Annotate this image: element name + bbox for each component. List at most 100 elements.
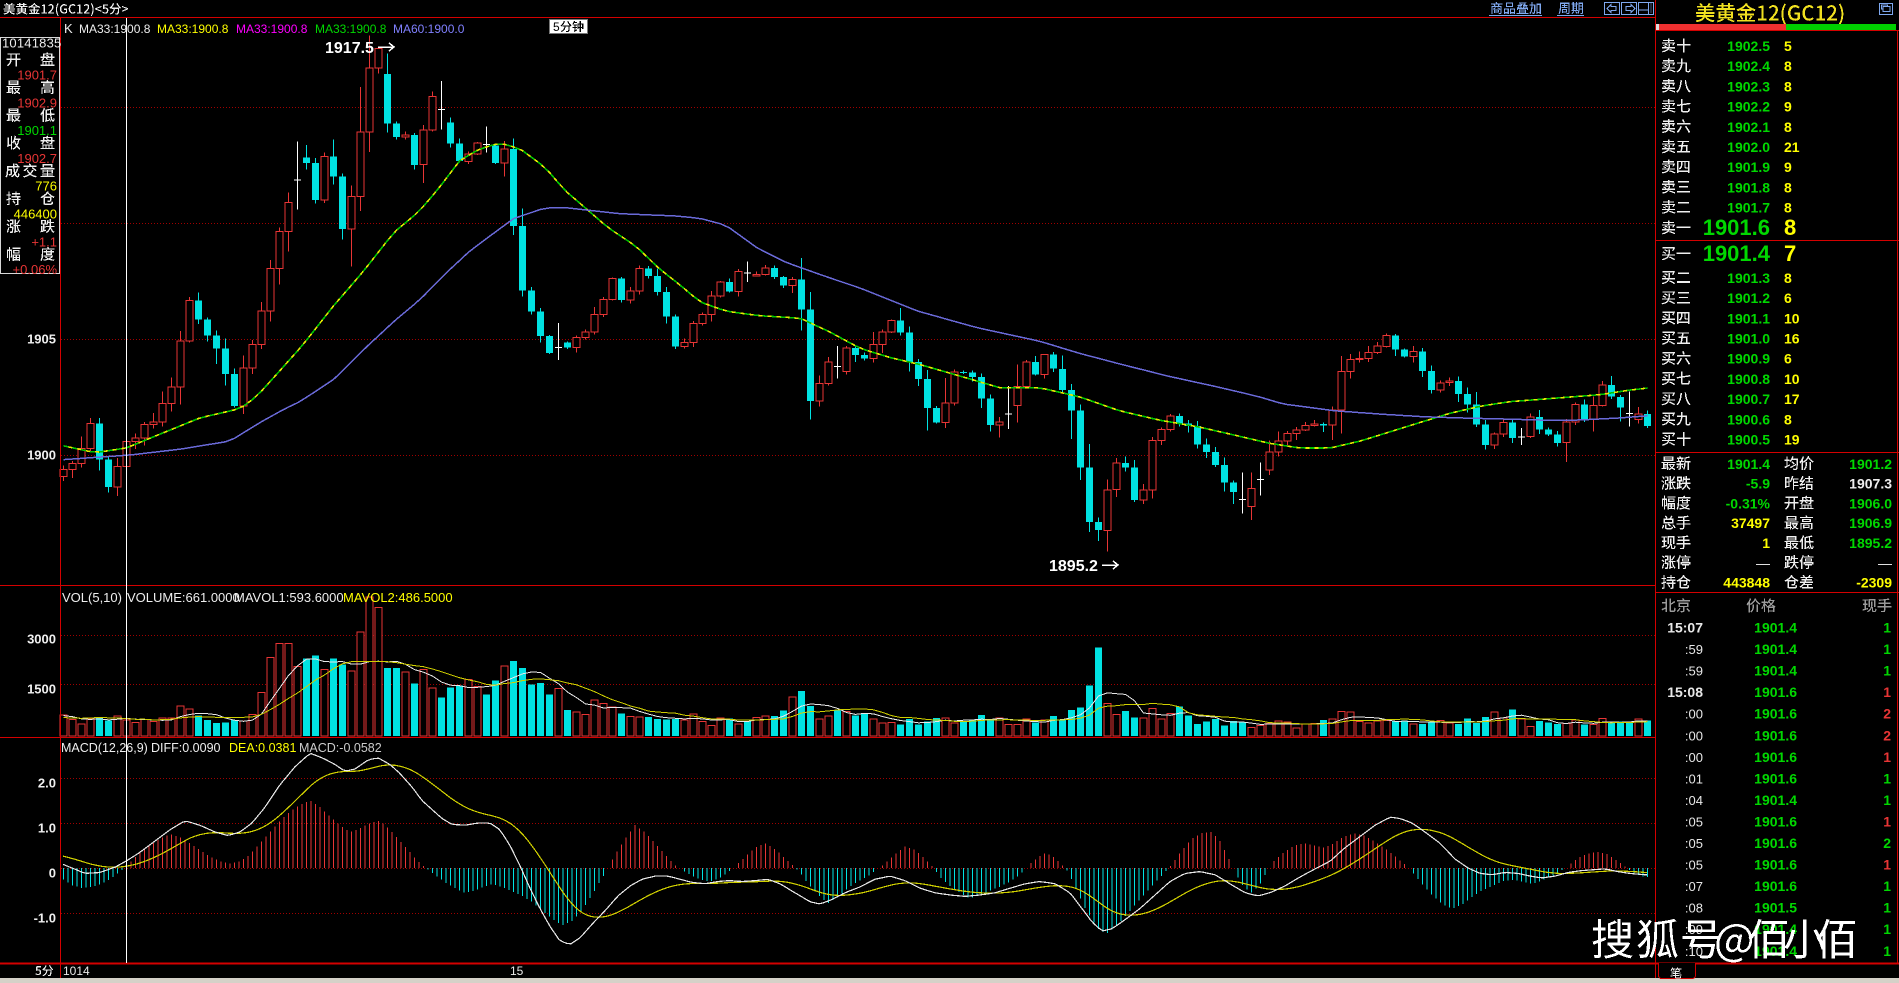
svg-text:1: 1 — [1883, 857, 1891, 873]
svg-text:1901.6: 1901.6 — [1754, 878, 1797, 894]
svg-text:1901.0: 1901.0 — [1727, 331, 1770, 347]
svg-text:-1.0: -1.0 — [34, 911, 56, 926]
svg-text:MACD(12,26,9): MACD(12,26,9) — [61, 741, 148, 755]
svg-text:MA33:1900.8: MA33:1900.8 — [315, 22, 387, 36]
svg-text:1901.4: 1901.4 — [1754, 792, 1797, 808]
svg-text:2.0: 2.0 — [38, 776, 56, 791]
svg-text:7: 7 — [1784, 241, 1796, 266]
svg-text::05: :05 — [1685, 836, 1703, 851]
svg-text:1901.9: 1901.9 — [1727, 159, 1770, 175]
svg-text:1: 1 — [1883, 620, 1891, 636]
svg-text::00: :00 — [1685, 707, 1703, 722]
svg-text:VOLUME:661.0000: VOLUME:661.0000 — [127, 590, 240, 605]
svg-text:446400: 446400 — [14, 207, 57, 222]
svg-text:9: 9 — [1784, 159, 1792, 175]
svg-text:1902.2: 1902.2 — [1727, 99, 1770, 115]
svg-text:1901.7: 1901.7 — [17, 68, 57, 83]
svg-text:2: 2 — [1883, 727, 1891, 743]
svg-text:1902.5: 1902.5 — [1727, 38, 1770, 54]
svg-text:8: 8 — [1784, 411, 1792, 427]
svg-text:1907.3: 1907.3 — [1849, 476, 1892, 492]
svg-text:1901.6: 1901.6 — [1754, 770, 1797, 786]
svg-text:1900.5: 1900.5 — [1727, 432, 1770, 448]
svg-text::01: :01 — [1685, 771, 1703, 786]
svg-text:1500: 1500 — [27, 682, 56, 697]
svg-text:1: 1 — [1883, 878, 1891, 894]
svg-text:1902.7: 1902.7 — [17, 151, 57, 166]
svg-text:1901.6: 1901.6 — [1754, 857, 1797, 873]
svg-text:1: 1 — [1762, 535, 1770, 551]
svg-text::08: :08 — [1685, 901, 1703, 916]
svg-text:1906.9: 1906.9 — [1849, 515, 1892, 531]
svg-text:1901.6: 1901.6 — [1754, 727, 1797, 743]
svg-text:1895.2: 1895.2 — [1049, 558, 1098, 575]
svg-text::07: :07 — [1685, 879, 1703, 894]
svg-text:+0.06%: +0.06% — [13, 262, 58, 277]
svg-text:1901.1: 1901.1 — [1727, 310, 1770, 326]
svg-text:8: 8 — [1784, 58, 1792, 74]
svg-text:2: 2 — [1883, 706, 1891, 722]
svg-text:MA60:1900.0: MA60:1900.0 — [393, 22, 465, 36]
svg-text:1905: 1905 — [27, 332, 56, 347]
svg-text:8: 8 — [1784, 179, 1792, 195]
svg-text:3000: 3000 — [27, 632, 56, 647]
svg-text:MA33:1900.8: MA33:1900.8 — [157, 22, 229, 36]
svg-text:1901.1: 1901.1 — [17, 123, 57, 138]
svg-text:MA33:1900.8: MA33:1900.8 — [236, 22, 308, 36]
svg-text:10141835: 10141835 — [2, 36, 61, 51]
svg-text:15:08: 15:08 — [1667, 684, 1703, 700]
svg-text:8: 8 — [1784, 78, 1792, 94]
svg-text:1901.3: 1901.3 — [1727, 270, 1770, 286]
svg-text:2: 2 — [1883, 835, 1891, 851]
svg-text:1900: 1900 — [27, 448, 56, 463]
svg-text:1: 1 — [1883, 749, 1891, 765]
svg-text:1901.6: 1901.6 — [1754, 684, 1797, 700]
svg-text:1901.4: 1901.4 — [1754, 943, 1797, 959]
svg-text:776: 776 — [35, 179, 57, 194]
svg-text:1.0: 1.0 — [38, 821, 56, 836]
svg-text:37497: 37497 — [1731, 515, 1770, 531]
svg-text:15: 15 — [510, 964, 524, 978]
svg-text:1014: 1014 — [63, 964, 90, 978]
svg-text:1: 1 — [1883, 900, 1891, 916]
svg-text:MACD:-0.0582: MACD:-0.0582 — [299, 741, 382, 755]
svg-text:MA33:1900.8: MA33:1900.8 — [79, 22, 151, 36]
svg-text:1901.6: 1901.6 — [1754, 706, 1797, 722]
svg-text:17: 17 — [1784, 391, 1800, 407]
svg-text:443848: 443848 — [1723, 575, 1770, 591]
svg-text:1901.7: 1901.7 — [1727, 200, 1770, 216]
svg-text:+1.1: +1.1 — [31, 234, 57, 249]
svg-text::59: :59 — [1685, 664, 1703, 679]
svg-text:1917.5: 1917.5 — [325, 40, 374, 57]
svg-text::05: :05 — [1685, 858, 1703, 873]
svg-text:1: 1 — [1883, 641, 1891, 657]
svg-text:MAVOL1:593.6000: MAVOL1:593.6000 — [234, 590, 344, 605]
svg-text:1902.4: 1902.4 — [1727, 58, 1770, 74]
svg-text:1895.2: 1895.2 — [1849, 535, 1892, 551]
svg-text:K: K — [64, 21, 73, 36]
svg-text::04: :04 — [1685, 793, 1703, 808]
svg-text:8: 8 — [1784, 270, 1792, 286]
svg-text:1: 1 — [1883, 792, 1891, 808]
svg-text:6: 6 — [1784, 290, 1792, 306]
svg-text::05: :05 — [1685, 814, 1703, 829]
svg-text:15:07: 15:07 — [1667, 620, 1703, 636]
svg-text:1901.6: 1901.6 — [1754, 813, 1797, 829]
svg-text:DIFF:0.0090: DIFF:0.0090 — [151, 741, 221, 755]
svg-text:1902.3: 1902.3 — [1727, 78, 1770, 94]
svg-text:8: 8 — [1784, 200, 1792, 216]
svg-text:5: 5 — [553, 20, 560, 34]
svg-text::00: :00 — [1685, 728, 1703, 743]
svg-text:1900.9: 1900.9 — [1727, 351, 1770, 367]
svg-text:MAVOL2:486.5000: MAVOL2:486.5000 — [343, 590, 453, 605]
svg-text:1: 1 — [1883, 663, 1891, 679]
svg-text:8: 8 — [1784, 215, 1796, 240]
svg-text:1901.4: 1901.4 — [1754, 620, 1797, 636]
svg-text:-0.31%: -0.31% — [1726, 495, 1771, 511]
svg-text:VOL(5,10): VOL(5,10) — [62, 590, 122, 605]
svg-text:1: 1 — [1883, 684, 1891, 700]
svg-text:1: 1 — [1883, 813, 1891, 829]
svg-text:1901.8: 1901.8 — [1727, 179, 1770, 195]
svg-text:19: 19 — [1784, 432, 1800, 448]
svg-text::10: :10 — [1685, 944, 1703, 959]
